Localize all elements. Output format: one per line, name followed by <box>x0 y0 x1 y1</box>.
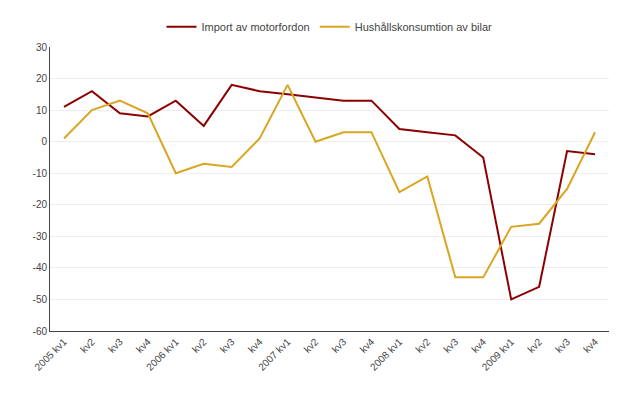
svg-text:kv2: kv2 <box>525 336 544 355</box>
svg-text:20: 20 <box>36 73 48 84</box>
svg-text:kv4: kv4 <box>469 336 488 355</box>
svg-text:2005 kv1: 2005 kv1 <box>32 336 69 373</box>
svg-text:2009 kv1: 2009 kv1 <box>480 336 517 373</box>
svg-text:-20: -20 <box>33 199 48 210</box>
svg-text:kv4: kv4 <box>246 336 265 355</box>
svg-text:kv2: kv2 <box>413 336 432 355</box>
svg-text:0: 0 <box>41 136 47 147</box>
svg-text:kv2: kv2 <box>78 336 97 355</box>
svg-text:10: 10 <box>36 105 48 116</box>
svg-text:Hushållskonsumtion av bilar: Hushållskonsumtion av bilar <box>355 21 492 33</box>
svg-text:2007 kv1: 2007 kv1 <box>256 336 293 373</box>
svg-text:-60: -60 <box>33 326 48 337</box>
svg-text:kv2: kv2 <box>302 336 321 355</box>
svg-text:kv4: kv4 <box>134 336 153 355</box>
svg-text:-30: -30 <box>33 231 48 242</box>
svg-text:-10: -10 <box>33 168 48 179</box>
svg-text:kv2: kv2 <box>190 336 209 355</box>
svg-text:2008 kv1: 2008 kv1 <box>368 336 405 373</box>
svg-text:Import av motorfordon: Import av motorfordon <box>202 21 310 33</box>
svg-text:kv3: kv3 <box>553 336 572 355</box>
svg-text:-40: -40 <box>33 262 48 273</box>
svg-text:kv3: kv3 <box>441 336 460 355</box>
svg-text:30: 30 <box>36 42 48 53</box>
svg-text:kv3: kv3 <box>330 336 349 355</box>
svg-text:2006 kv1: 2006 kv1 <box>144 336 181 373</box>
svg-text:-50: -50 <box>33 294 48 305</box>
svg-text:kv3: kv3 <box>218 336 237 355</box>
svg-text:kv4: kv4 <box>358 336 377 355</box>
svg-text:kv3: kv3 <box>106 336 125 355</box>
svg-text:kv4: kv4 <box>581 336 600 355</box>
